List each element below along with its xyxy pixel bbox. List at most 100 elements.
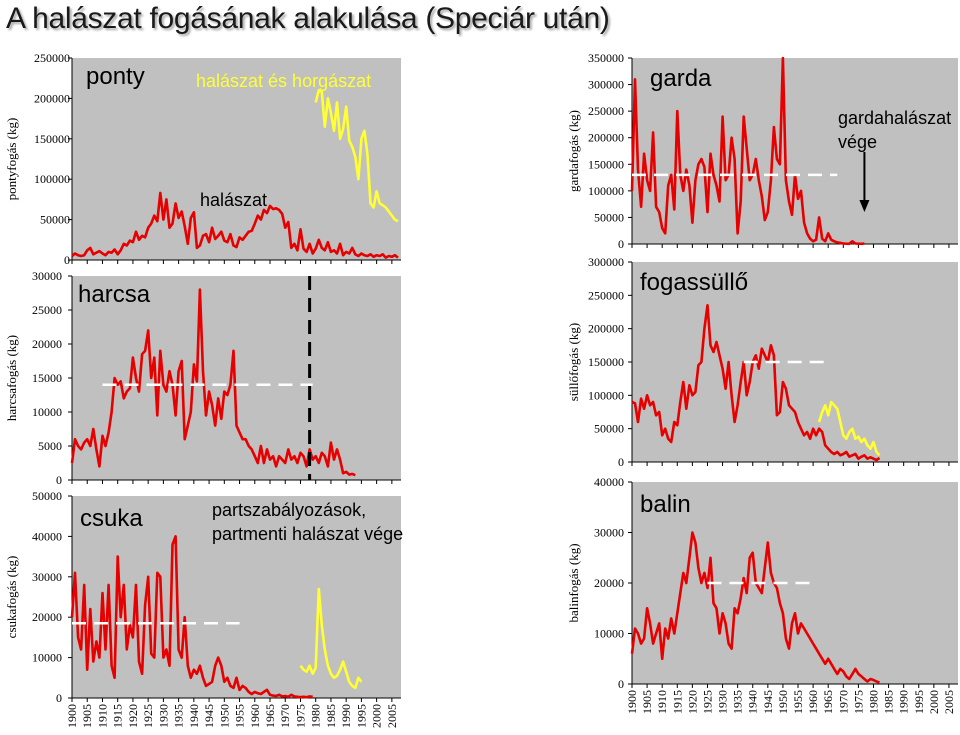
annotation-garda-end-line-1: gardahalászat <box>838 108 951 128</box>
garda-y-tick-label: 300000 <box>588 78 624 92</box>
fogassullo-series-fishing-angling-line <box>817 400 881 457</box>
ponty-series-fishing-angling-line <box>314 89 399 223</box>
x-tick-label: 1995 <box>354 704 368 728</box>
x-tick-label: 1915 <box>111 704 125 728</box>
harcsa-y-tick-label: 15000 <box>32 371 62 385</box>
csuka-y-tick-label: 30000 <box>32 570 62 584</box>
harcsa-y-tick-label: 10000 <box>32 405 62 419</box>
harcsa-plot-area <box>72 276 401 480</box>
x-tick-label: 1975 <box>293 704 307 728</box>
x-tick-label: 1980 <box>309 704 323 728</box>
garda-y-tick-label: 150000 <box>588 157 624 171</box>
x-tick-label: 1990 <box>897 690 911 714</box>
fogassullo-y-axis-label: süllőfogás (kg) <box>566 323 581 401</box>
x-tick-label: 2005 <box>942 690 956 714</box>
fogassullo-y-tick-label: 150000 <box>588 355 624 369</box>
csuka-y-axis-label: csukafogás (kg) <box>4 556 19 639</box>
ponty-y-tick-label: 50000 <box>40 213 70 227</box>
ponty-title: ponty <box>86 63 145 90</box>
csuka-plot-area <box>72 496 401 698</box>
x-tick-label: 1925 <box>700 690 714 714</box>
ponty-plot-area <box>72 58 401 260</box>
x-tick-label: 1950 <box>776 690 790 714</box>
x-tick-label: 1960 <box>248 704 262 728</box>
annotation-garda-end-line-2: vége <box>838 132 877 152</box>
fogassullo-y-tick-label: 300000 <box>588 255 624 269</box>
x-tick-label: 1900 <box>625 690 639 714</box>
x-tick-label: 1980 <box>866 690 880 714</box>
x-tick-label: 1920 <box>126 704 140 728</box>
csuka-y-tick-label: 20000 <box>32 610 62 624</box>
x-tick-label: 1955 <box>233 704 247 728</box>
balin-y-tick-label: 10000 <box>594 627 624 641</box>
ponty-y-tick-label: 0 <box>64 253 70 267</box>
x-tick-label: 1995 <box>912 690 926 714</box>
x-tick-label: 1905 <box>640 690 654 714</box>
ponty-y-tick-label: 200000 <box>34 91 70 105</box>
x-tick-label: 1960 <box>806 690 820 714</box>
x-tick-label: 1965 <box>821 690 835 714</box>
x-tick-label: 1925 <box>141 704 155 728</box>
garda-y-tick-label: 50000 <box>594 210 624 224</box>
x-tick-label: 1950 <box>217 704 231 728</box>
x-tick-label: 1920 <box>685 690 699 714</box>
x-tick-label: 1930 <box>156 704 170 728</box>
fogassullo-title: fogassüllő <box>640 269 748 296</box>
garda-y-tick-label: 350000 <box>588 51 624 65</box>
x-tick-label: 1945 <box>761 690 775 714</box>
csuka-y-tick-label: 50000 <box>32 489 62 503</box>
x-tick-label: 1945 <box>202 704 216 728</box>
garda-y-tick-label: 0 <box>618 237 624 251</box>
x-tick-label: 1985 <box>882 690 896 714</box>
harcsa-y-tick-label: 30000 <box>32 269 62 283</box>
csuka-y-tick-label: 0 <box>56 691 62 705</box>
harcsa-y-tick-label: 20000 <box>32 337 62 351</box>
harcsa-series-fishing-line <box>70 288 356 477</box>
garda-end-arrow-head <box>859 200 870 212</box>
ponty-series-fishing-line <box>71 191 399 259</box>
annotation-regulation-line-2: partmenti halászat vége <box>212 524 403 544</box>
annotation-regulation-line-1: partszabályozások, <box>212 500 366 520</box>
garda-y-tick-label: 100000 <box>588 184 624 198</box>
x-tick-label: 1905 <box>80 704 94 728</box>
balin-y-tick-label: 40000 <box>594 475 624 489</box>
annotation-fishing-and-angling: halászat és horgászat <box>196 71 371 91</box>
x-tick-label: 1975 <box>851 690 865 714</box>
csuka-y-tick-label: 40000 <box>32 529 62 543</box>
ponty-y-tick-label: 100000 <box>34 172 70 186</box>
x-tick-label: 1910 <box>95 704 109 728</box>
harcsa-y-tick-label: 25000 <box>32 303 62 317</box>
harcsa-y-tick-label: 5000 <box>38 439 62 453</box>
balin-y-tick-label: 30000 <box>594 526 624 540</box>
balin-y-tick-label: 20000 <box>594 576 624 590</box>
x-tick-label: 2000 <box>370 704 384 728</box>
x-tick-label: 1970 <box>836 690 850 714</box>
ponty-y-tick-label: 150000 <box>34 132 70 146</box>
x-tick-label: 1955 <box>791 690 805 714</box>
fogassullo-y-tick-label: 0 <box>618 455 624 469</box>
annotation-fishing: halászat <box>200 190 267 210</box>
garda-y-tick-label: 200000 <box>588 131 624 145</box>
x-tick-label: 1935 <box>731 690 745 714</box>
fogassullo-y-tick-label: 50000 <box>594 422 624 436</box>
ponty-y-tick-label: 250000 <box>34 51 70 65</box>
fogassullo-series-fishing-line <box>631 304 881 462</box>
harcsa-y-tick-label: 0 <box>56 473 62 487</box>
balin-title: balin <box>640 491 691 518</box>
page-title: A halászat fogásának alakulása (Speciár … <box>6 2 610 35</box>
x-tick-label: 1970 <box>278 704 292 728</box>
fogassullo-y-tick-label: 100000 <box>588 388 624 402</box>
x-tick-label: 1985 <box>324 704 338 728</box>
fogassullo-y-tick-label: 250000 <box>588 288 624 302</box>
x-tick-label: 1935 <box>172 704 186 728</box>
x-tick-label: 2005 <box>385 704 399 728</box>
csuka-series-fishing-angling-line <box>299 587 363 690</box>
x-tick-label: 1915 <box>670 690 684 714</box>
x-tick-label: 1990 <box>339 704 353 728</box>
balin-y-axis-label: balinfogás (kg) <box>566 543 581 622</box>
garda-y-axis-label: gardafogás (kg) <box>566 110 581 192</box>
x-tick-label: 1965 <box>263 704 277 728</box>
csuka-series-fishing-line <box>70 535 313 699</box>
garda-title: garda <box>650 65 712 92</box>
